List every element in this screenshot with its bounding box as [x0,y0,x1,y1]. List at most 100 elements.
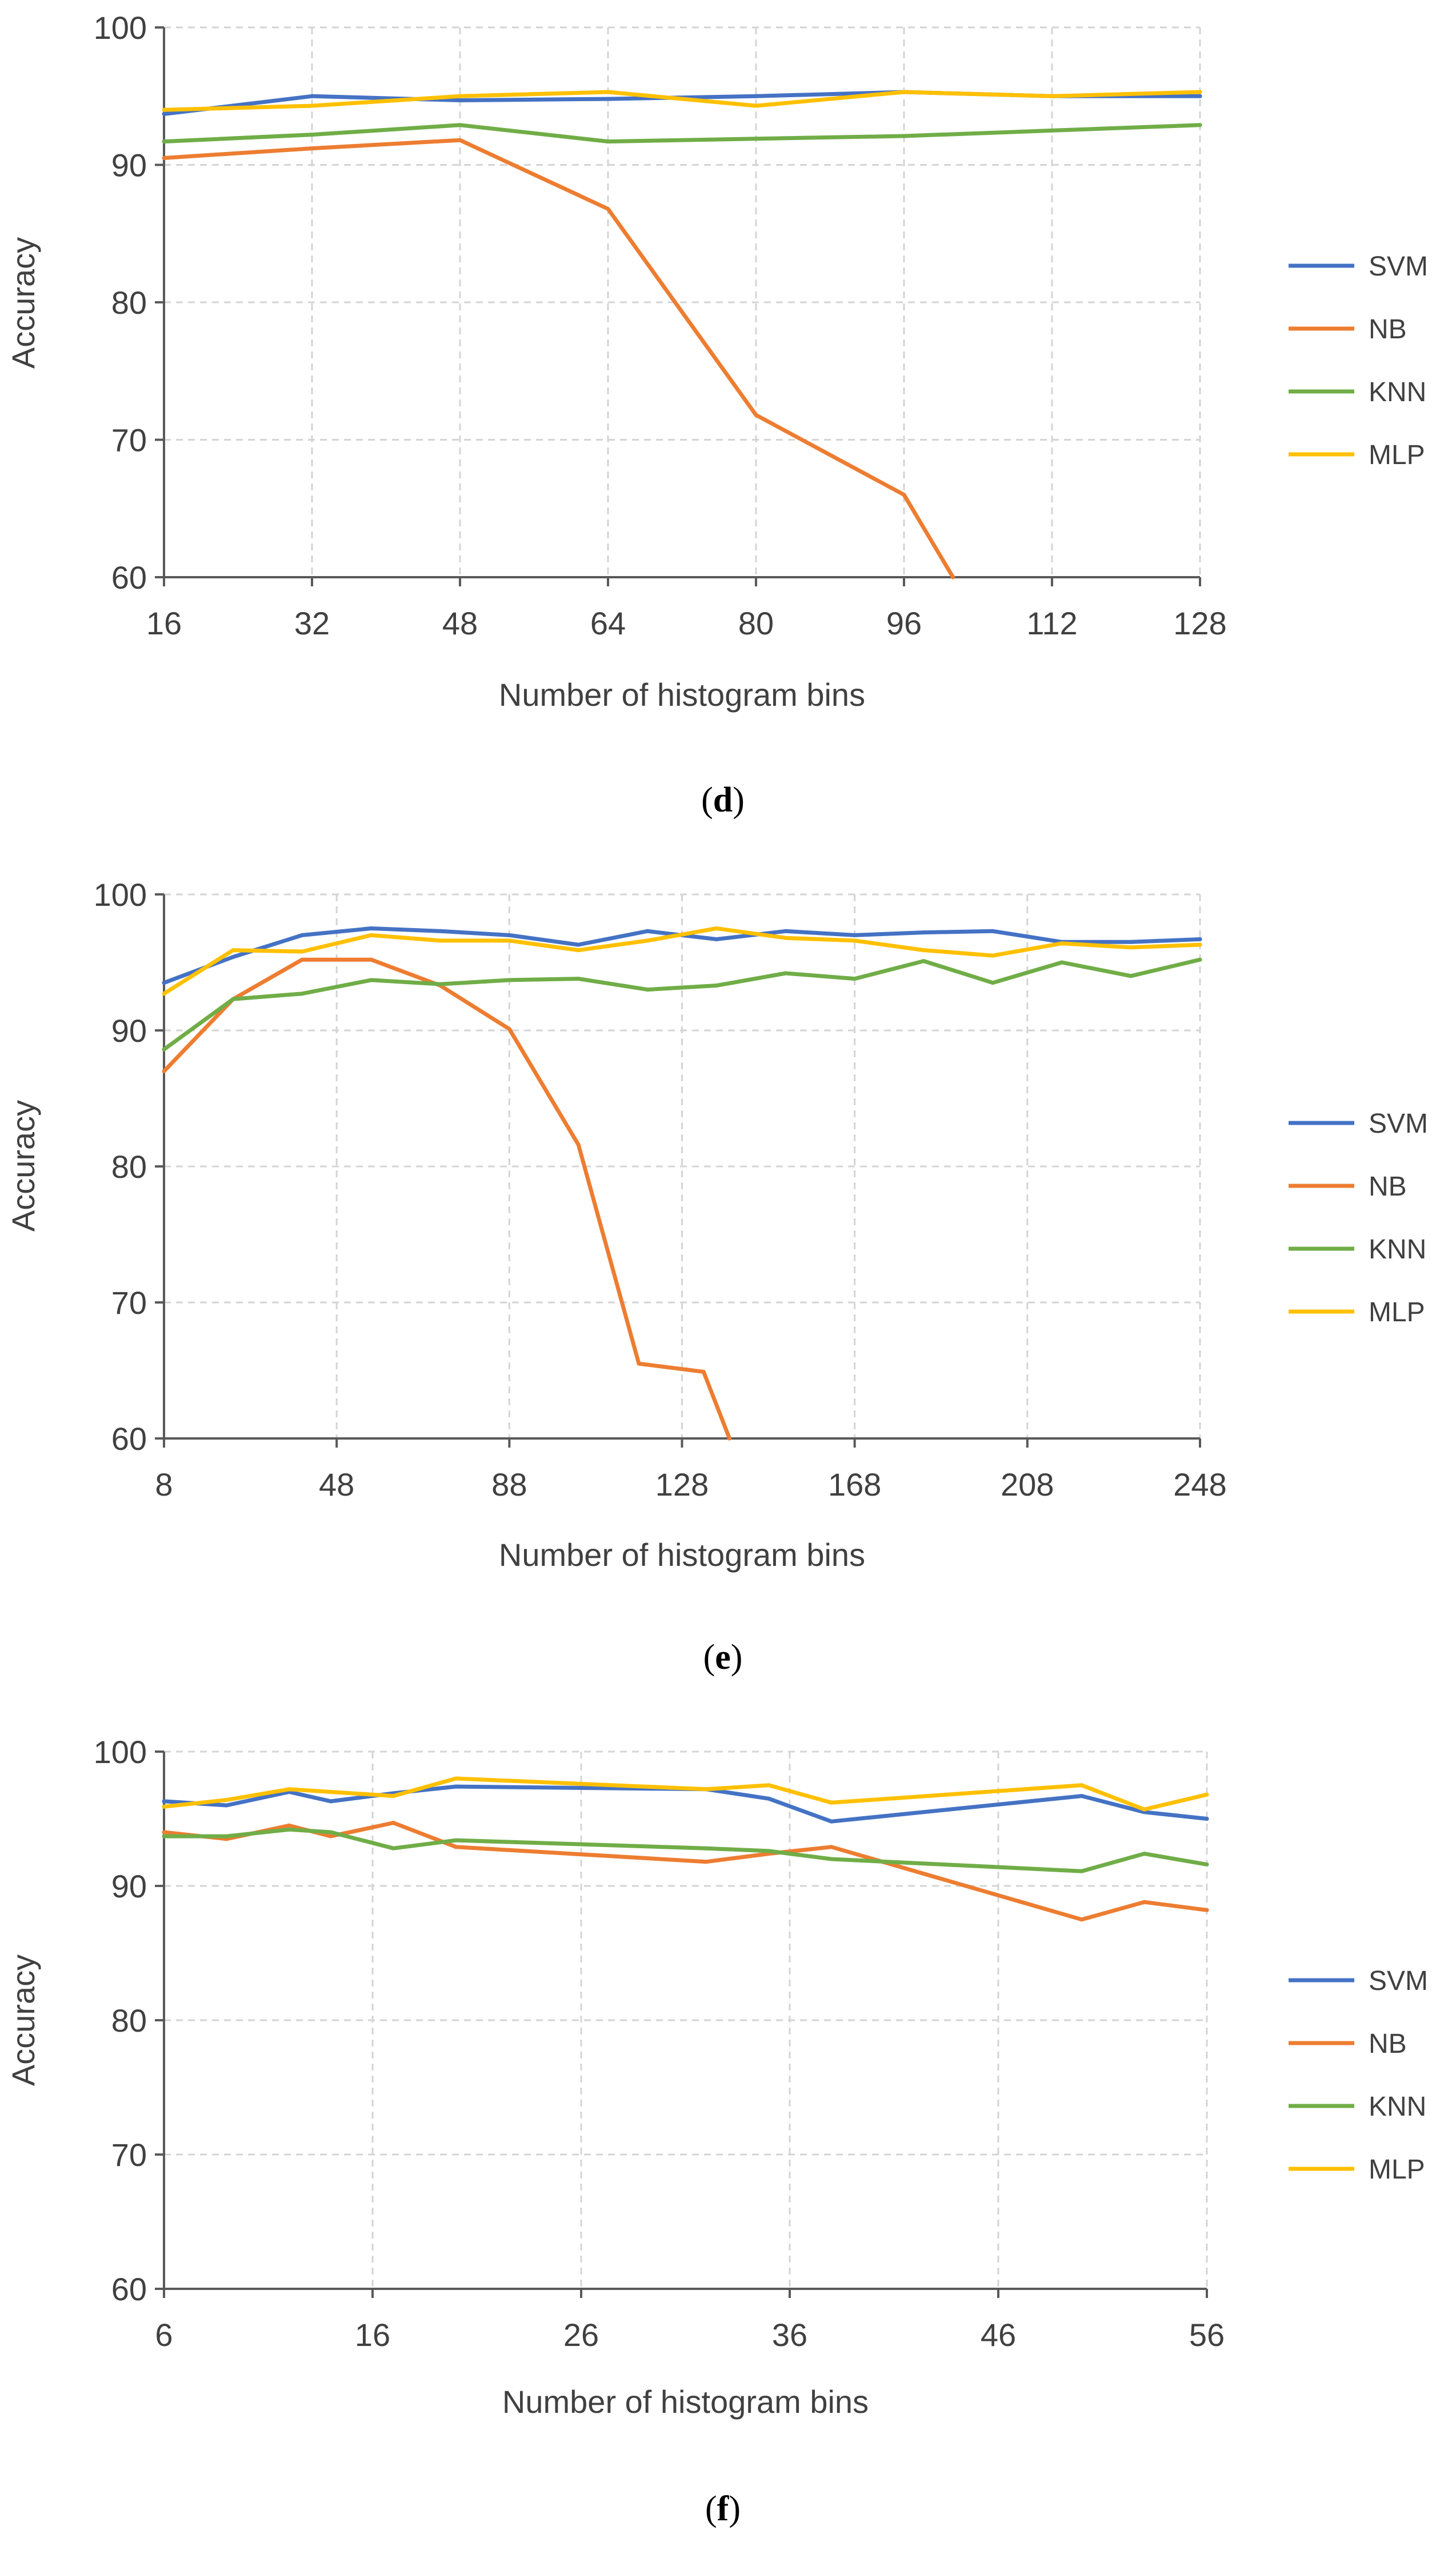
x-tick-label: 46 [981,2317,1016,2353]
data-point-nb [329,1834,333,1838]
data-point-knn [225,1834,229,1838]
data-point-svm [1198,94,1202,98]
data-point-nb [162,1830,166,1834]
x-tick-label: 26 [563,2317,599,2353]
data-point-knn [902,134,906,138]
caption-close-paren: ) [733,781,745,820]
data-point-mlp [162,1804,166,1809]
data-point-knn [576,977,581,981]
x-tick-label: 48 [442,605,478,641]
legend-label-mlp: MLP [1369,1297,1425,1328]
data-point-nb [704,1860,709,1864]
series-line-knn [162,957,1202,1052]
data-point-mlp [922,948,926,953]
data-point-svm [231,954,235,959]
panel-caption: (e) [703,1638,743,1677]
data-point-nb [951,575,955,579]
y-tick-label: 80 [111,2003,147,2039]
legend-label-mlp: MLP [1369,440,1425,470]
x-tick-label: 64 [590,605,626,641]
data-point-nb [162,155,166,160]
y-axis-title: Accuracy [5,237,41,369]
data-point-knn [767,1849,771,1853]
data-point-mlp [1079,1783,1084,1788]
x-tick-label: 80 [738,605,774,641]
data-point-knn [922,959,926,964]
caption-close-paren: ) [731,1638,743,1677]
legend-label-nb: NB [1369,2029,1407,2059]
data-point-svm [1198,937,1202,942]
y-tick-label: 90 [111,1868,147,1904]
chart-panel-d: 60 70 80 90 100 16 32 48 64 80 96 112 128 Number of h… [5,10,1428,820]
x-tick-label: 112 [1026,605,1077,641]
x-tick-label: 168 [828,1466,881,1502]
data-point-svm [162,112,166,117]
data-point-nb [369,957,374,962]
y-tick-label: 70 [111,1285,147,1321]
data-point-svm [754,94,758,98]
data-point-knn [1198,123,1202,127]
data-point-nb [1142,1900,1146,1904]
x-tick-label: 6 [155,2317,173,2353]
data-point-mlp [329,1790,333,1794]
chart-panel-e: 60 70 80 90 100 8 48 88 128 168 208 248 Number of hi… [5,877,1428,1677]
data-point-knn [162,1834,166,1838]
data-point-knn [231,997,235,1001]
data-point-knn [454,1838,458,1842]
data-point-svm [329,1799,333,1804]
legend-label-nb: NB [1369,1172,1407,1202]
data-point-mlp [576,948,581,953]
data-point-mlp [1129,945,1133,950]
data-point-knn [507,978,511,982]
x-axis-title: Number of histogram bins [499,1537,865,1573]
data-point-nb [454,1845,458,1849]
panel-caption: (d) [701,781,745,820]
x-tick-label: 16 [146,605,182,641]
x-axis-title: Number of histogram bins [499,677,865,713]
data-point-mlp [1198,90,1202,94]
data-point-knn [391,1846,395,1850]
data-point-knn [1205,1862,1209,1866]
data-point-nb [300,957,305,962]
data-point-knn [300,992,305,996]
data-point-svm [1129,940,1133,944]
data-point-mlp [369,933,374,937]
data-point-nb [727,1436,732,1441]
data-point-mlp [714,926,719,930]
data-point-svm [576,942,581,947]
data-point-knn [162,139,166,144]
x-tick-label: 36 [772,2317,807,2353]
data-point-svm [162,1799,166,1804]
data-point-mlp [704,1787,709,1792]
data-point-svm [225,1803,229,1808]
data-point-knn [329,1830,333,1834]
data-point-knn [1050,128,1054,133]
data-point-nb [576,1142,581,1147]
caption-open-paren: ( [703,1638,715,1677]
data-point-svm [310,94,314,98]
x-tick-label: 96 [886,605,922,641]
data-point-svm [438,929,442,933]
data-point-svm [990,929,995,933]
data-point-nb [701,1369,706,1374]
data-point-knn [829,1857,834,1861]
data-point-svm [1079,1794,1084,1798]
data-point-mlp [507,938,511,943]
data-point-knn [458,123,462,127]
data-point-mlp [1059,941,1064,946]
data-point-svm [829,1819,834,1824]
legend-label-knn: KNN [1369,2092,1426,2122]
legend-label-svm: SVM [1369,1109,1428,1139]
caption-open-paren: ( [705,2489,717,2528]
data-point-nb [458,138,462,142]
y-tick-label: 80 [111,1149,147,1185]
y-tick-label: 60 [111,2271,147,2307]
legend-label-mlp: MLP [1369,2155,1425,2185]
x-tick-label: 32 [294,605,330,641]
series-line-mlp [162,926,1202,996]
data-point-nb [1079,1917,1084,1922]
data-point-nb [162,1069,166,1073]
data-point-svm [300,933,305,937]
data-point-mlp [300,949,305,954]
